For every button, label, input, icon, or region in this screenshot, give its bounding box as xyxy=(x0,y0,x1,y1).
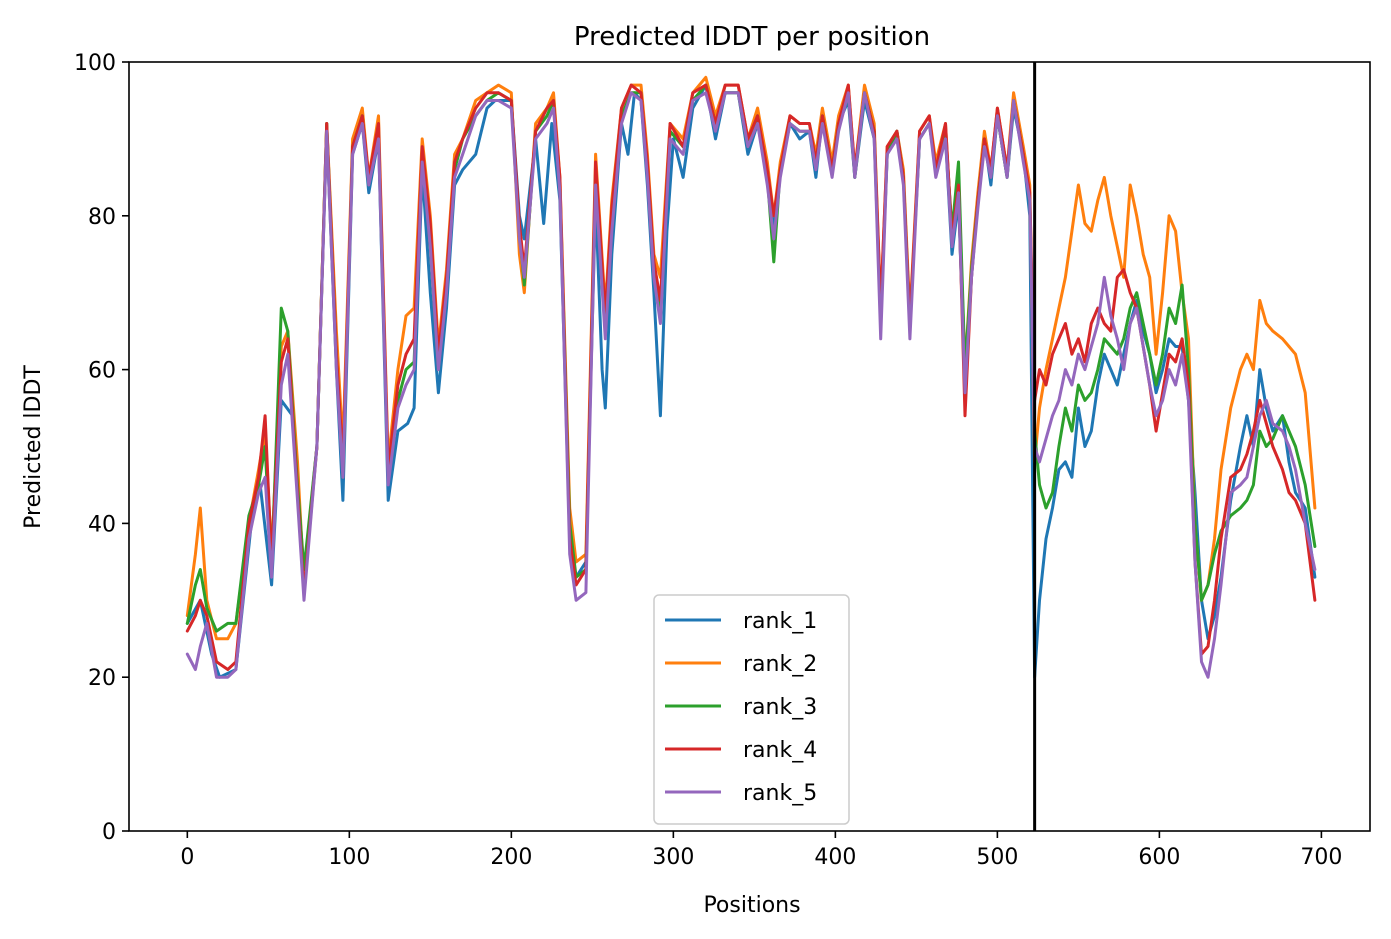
series-line-rank-4 xyxy=(185,83,1317,671)
y-tick-label: 40 xyxy=(88,512,116,537)
plot-frame xyxy=(128,61,1371,832)
legend-label: rank_3 xyxy=(743,695,817,720)
x-tick-label: 500 xyxy=(976,845,1018,870)
y-axis-label: Predicted lDDT xyxy=(21,365,46,529)
y-tick-label: 20 xyxy=(88,666,116,691)
legend-label: rank_2 xyxy=(743,652,817,677)
legend: rank_1 rank_2 rank_3 rank_4 rank_5 xyxy=(653,594,850,825)
y-axis: 0 20 40 60 80 100 xyxy=(74,51,129,845)
chart-title: Predicted lDDT per position xyxy=(574,22,930,52)
y-tick-label: 0 xyxy=(102,820,116,845)
x-tick-label: 100 xyxy=(328,845,370,870)
legend-label: rank_4 xyxy=(743,738,817,763)
y-tick-label: 60 xyxy=(88,359,116,384)
series-line-rank-5 xyxy=(185,91,1317,679)
series-line-rank-1 xyxy=(185,83,1317,679)
plot-area xyxy=(128,61,1371,832)
x-tick-label: 700 xyxy=(1300,845,1342,870)
legend-label: rank_5 xyxy=(743,781,817,806)
legend-box xyxy=(653,594,850,825)
x-tick-label: 200 xyxy=(490,845,532,870)
x-axis-label: Positions xyxy=(703,893,800,918)
x-tick-label: 400 xyxy=(814,845,856,870)
x-tick-label: 300 xyxy=(652,845,694,870)
legend-label: rank_1 xyxy=(743,609,817,634)
y-tick-label: 80 xyxy=(88,205,116,230)
y-tick-label: 100 xyxy=(74,51,116,76)
x-axis: 0 100 200 300 400 500 600 700 xyxy=(180,831,1342,870)
x-tick-label: 600 xyxy=(1138,845,1180,870)
x-tick-label: 0 xyxy=(180,845,194,870)
series-layer xyxy=(185,75,1317,679)
